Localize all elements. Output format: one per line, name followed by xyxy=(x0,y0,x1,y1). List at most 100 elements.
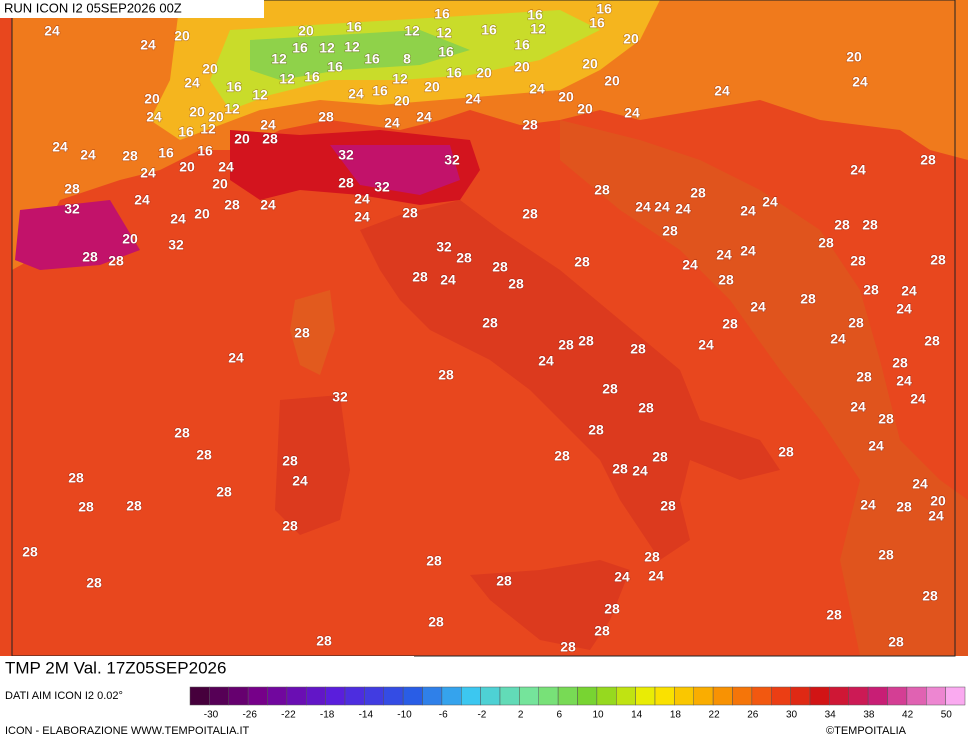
temperature-label: 28 xyxy=(638,400,654,416)
temperature-label: 20 xyxy=(174,28,190,44)
temperature-label: 20 xyxy=(122,231,138,247)
colorbar-swatch xyxy=(867,686,888,706)
source: DATI AIM ICON I2 0.02° xyxy=(5,690,123,702)
temperature-label: 16 xyxy=(527,7,543,23)
colorbar-label: 34 xyxy=(825,710,837,721)
temperature-label: 28 xyxy=(660,498,676,514)
colorbar-swatch xyxy=(209,686,229,706)
colorbar-label: 30 xyxy=(786,710,798,721)
temperature-label: 24 xyxy=(538,353,554,369)
colorbar-swatch xyxy=(519,686,539,706)
colorbar-swatch xyxy=(790,686,811,706)
temperature-label: 12 xyxy=(252,87,268,103)
temperature-label: 8 xyxy=(403,51,411,67)
temperature-label: 24 xyxy=(912,476,928,492)
colorbar-swatch xyxy=(267,686,288,706)
temperature-label: 16 xyxy=(197,143,213,159)
temperature-label: 16 xyxy=(596,1,612,17)
temperature-label: 32 xyxy=(338,147,354,163)
colorbar-swatch xyxy=(325,686,346,706)
temperature-label: 24 xyxy=(52,139,68,155)
temperature-label: 20 xyxy=(298,23,314,39)
temperature-label: 28 xyxy=(856,369,872,385)
temperature-label: 28 xyxy=(800,291,816,307)
temperature-label: 28 xyxy=(863,282,879,298)
temperature-label: 24 xyxy=(134,192,150,208)
colorbar-label: 42 xyxy=(902,710,914,721)
temperature-label: 24 xyxy=(140,165,156,181)
temperature-label: 24 xyxy=(910,391,926,407)
temperature-label: 16 xyxy=(446,65,462,81)
colorbar-swatch xyxy=(461,686,481,706)
temperature-label: 28 xyxy=(630,341,646,357)
colorbar-label: -14 xyxy=(359,710,374,721)
temperature-label: 12 xyxy=(319,40,335,56)
temperature-label: 24 xyxy=(614,569,630,585)
colorbar-label: -6 xyxy=(439,710,448,721)
colorbar-label: -22 xyxy=(281,710,296,721)
temperature-label: 28 xyxy=(594,623,610,639)
temperature-label: 28 xyxy=(888,634,904,650)
temperature-label: 20 xyxy=(144,91,160,107)
temperature-label: 28 xyxy=(896,499,912,515)
sardinia xyxy=(275,395,350,535)
colorbar-swatch xyxy=(577,686,598,706)
colorbar-label: 2 xyxy=(518,710,524,721)
colorbar-label: 14 xyxy=(631,710,643,721)
temperature-label: 16 xyxy=(226,79,242,95)
temperature-label: 24 xyxy=(146,109,162,125)
colorbar-swatch xyxy=(751,686,772,706)
colorbar-label: 38 xyxy=(863,710,875,721)
colorbar-swatch xyxy=(732,686,753,706)
colorbar-swatch xyxy=(364,686,384,706)
temperature-label: 32 xyxy=(168,237,184,253)
temperature-label: 28 xyxy=(594,182,610,198)
temperature-label: 20 xyxy=(179,159,195,175)
temperature-label: 24 xyxy=(750,299,766,315)
temperature-label: 28 xyxy=(554,448,570,464)
temperature-label: 24 xyxy=(184,75,200,91)
temperature-label: 24 xyxy=(228,350,244,366)
temperature-label: 28 xyxy=(316,633,332,649)
temperature-label: 28 xyxy=(826,607,842,623)
temperature-label: 20 xyxy=(476,65,492,81)
temperature-label: 12 xyxy=(271,51,287,67)
colorbar-swatch xyxy=(674,686,694,706)
temperature-label: 28 xyxy=(652,449,668,465)
temperature-label: 16 xyxy=(514,37,530,53)
temperature-label: 16 xyxy=(438,44,454,60)
colorbar-label: 50 xyxy=(941,710,953,721)
colorbar-label: 10 xyxy=(592,710,604,721)
colorbar-swatch xyxy=(422,686,443,706)
temperature-label: 12 xyxy=(344,39,360,55)
colorbar-swatch xyxy=(712,686,733,706)
alps-peaks xyxy=(250,30,470,80)
temperature-label: 16 xyxy=(346,19,362,35)
colorbar-swatch xyxy=(848,686,869,706)
temperature-label: 28 xyxy=(878,411,894,427)
hot-core xyxy=(330,145,460,195)
temperature-label: 28 xyxy=(604,601,620,617)
colorbar-swatch xyxy=(887,686,908,706)
temperature-label: 16 xyxy=(481,22,497,38)
colorbar-swatch xyxy=(383,686,404,706)
temperature-label: 28 xyxy=(482,315,498,331)
colorbar-label: 26 xyxy=(747,710,759,721)
temperature-label: 28 xyxy=(428,614,444,630)
temperature-label: 16 xyxy=(327,59,343,75)
temperature-label: 24 xyxy=(140,37,156,53)
temperature-label: 24 xyxy=(675,201,691,217)
corsica xyxy=(290,290,335,375)
colorbar-swatch xyxy=(635,686,656,706)
temperature-label: 24 xyxy=(868,438,884,454)
temperature-label: 24 xyxy=(416,109,432,125)
temperature-label: 24 xyxy=(740,243,756,259)
temperature-label: 12 xyxy=(224,101,240,117)
temperature-label: 28 xyxy=(412,269,428,285)
colorbar-label: -30 xyxy=(204,710,219,721)
temperature-label: 24 xyxy=(654,199,670,215)
temperature-label: 28 xyxy=(574,254,590,270)
colorbar-swatch xyxy=(829,686,849,706)
temperature-label: 24 xyxy=(830,331,846,347)
colorbar-label: -26 xyxy=(242,710,257,721)
